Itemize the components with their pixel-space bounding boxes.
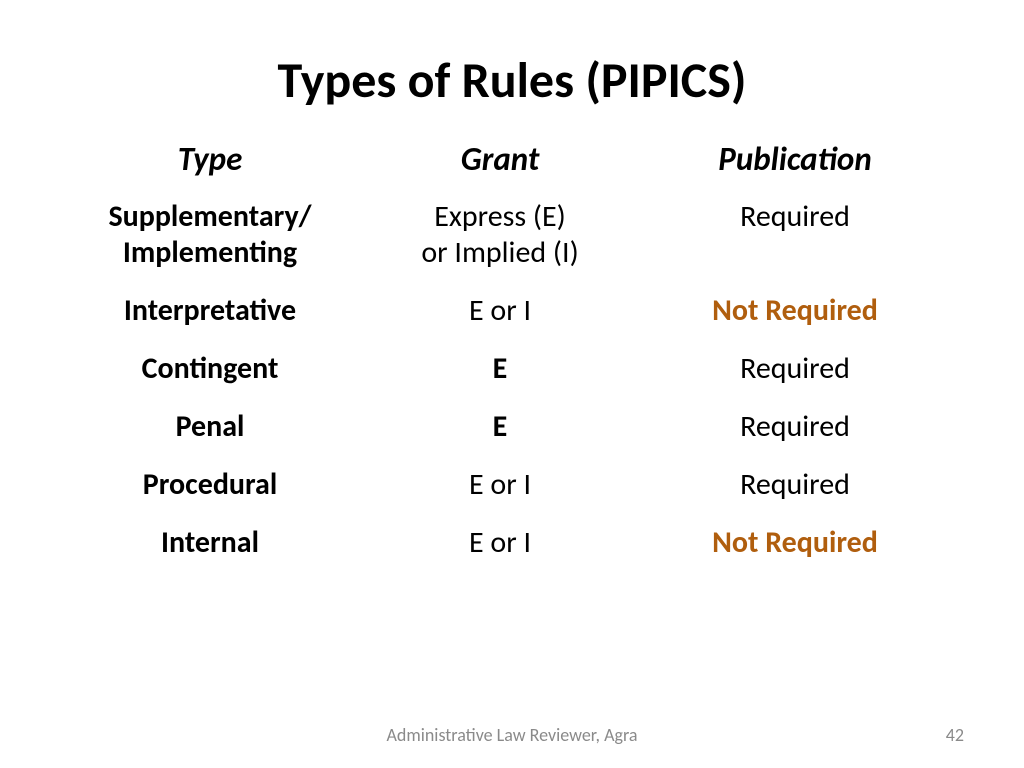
col-header-type: Type [60, 139, 360, 179]
cell-type-text: Supplementary/ [60, 199, 360, 235]
table-row: InterpretativeE or INot Required [60, 293, 964, 329]
cell-type: Contingent [60, 351, 360, 387]
cell-grant-text: Express (E) [360, 199, 640, 235]
cell-type-text: Interpretative [60, 293, 360, 329]
cell-type-text: Procedural [60, 467, 360, 503]
cell-type: Penal [60, 409, 360, 445]
cell-grant: E or I [360, 525, 640, 561]
cell-type: Supplementary/Implementing [60, 199, 360, 271]
cell-publication: Not Required [640, 525, 950, 561]
cell-grant-text: or Implied (I) [360, 235, 640, 271]
cell-grant-text: E [360, 409, 640, 445]
cell-publication: Required [640, 409, 950, 445]
cell-publication: Required [640, 199, 950, 235]
header-publication-text: Publication [640, 139, 950, 179]
cell-publication-text: Not Required [640, 525, 950, 561]
cell-publication: Required [640, 351, 950, 387]
table-body: Supplementary/ImplementingExpress (E)or … [60, 199, 964, 583]
cell-grant: Express (E)or Implied (I) [360, 199, 640, 271]
cell-type-text: Penal [60, 409, 360, 445]
cell-publication-text: Required [640, 351, 950, 387]
cell-publication-text: Required [640, 409, 950, 445]
cell-grant-text: E or I [360, 293, 640, 329]
col-header-publication: Publication [640, 139, 950, 179]
rules-table: Type Grant Publication Supplementary/Imp… [60, 139, 964, 728]
cell-publication-text: Required [640, 467, 950, 503]
cell-type-text: Internal [60, 525, 360, 561]
table-row: ProceduralE or IRequired [60, 467, 964, 503]
cell-publication-text: Not Required [640, 293, 950, 329]
slide: Types of Rules (PIPICS) Type Grant Publi… [0, 0, 1024, 768]
slide-title: Types of Rules (PIPICS) [60, 50, 964, 111]
cell-publication: Required [640, 467, 950, 503]
cell-type-text: Implementing [60, 235, 360, 271]
cell-publication-text: Required [640, 199, 950, 235]
header-type-text: Type [60, 139, 360, 179]
cell-grant: E [360, 409, 640, 445]
cell-type-text: Contingent [60, 351, 360, 387]
table-row: Supplementary/ImplementingExpress (E)or … [60, 199, 964, 271]
table-header-row: Type Grant Publication [60, 139, 964, 179]
cell-grant-text: E [360, 351, 640, 387]
col-header-grant: Grant [360, 139, 640, 179]
table-row: PenalERequired [60, 409, 964, 445]
cell-type: Interpretative [60, 293, 360, 329]
cell-type: Procedural [60, 467, 360, 503]
cell-grant-text: E or I [360, 525, 640, 561]
footer-text: Administrative Law Reviewer, Agra [0, 724, 1024, 746]
header-grant-text: Grant [360, 139, 640, 179]
cell-grant: E [360, 351, 640, 387]
cell-grant-text: E or I [360, 467, 640, 503]
table-row: InternalE or INot Required [60, 525, 964, 561]
cell-publication: Not Required [640, 293, 950, 329]
table-row: ContingentERequired [60, 351, 964, 387]
cell-grant: E or I [360, 293, 640, 329]
cell-grant: E or I [360, 467, 640, 503]
page-number: 42 [946, 724, 964, 746]
cell-type: Internal [60, 525, 360, 561]
